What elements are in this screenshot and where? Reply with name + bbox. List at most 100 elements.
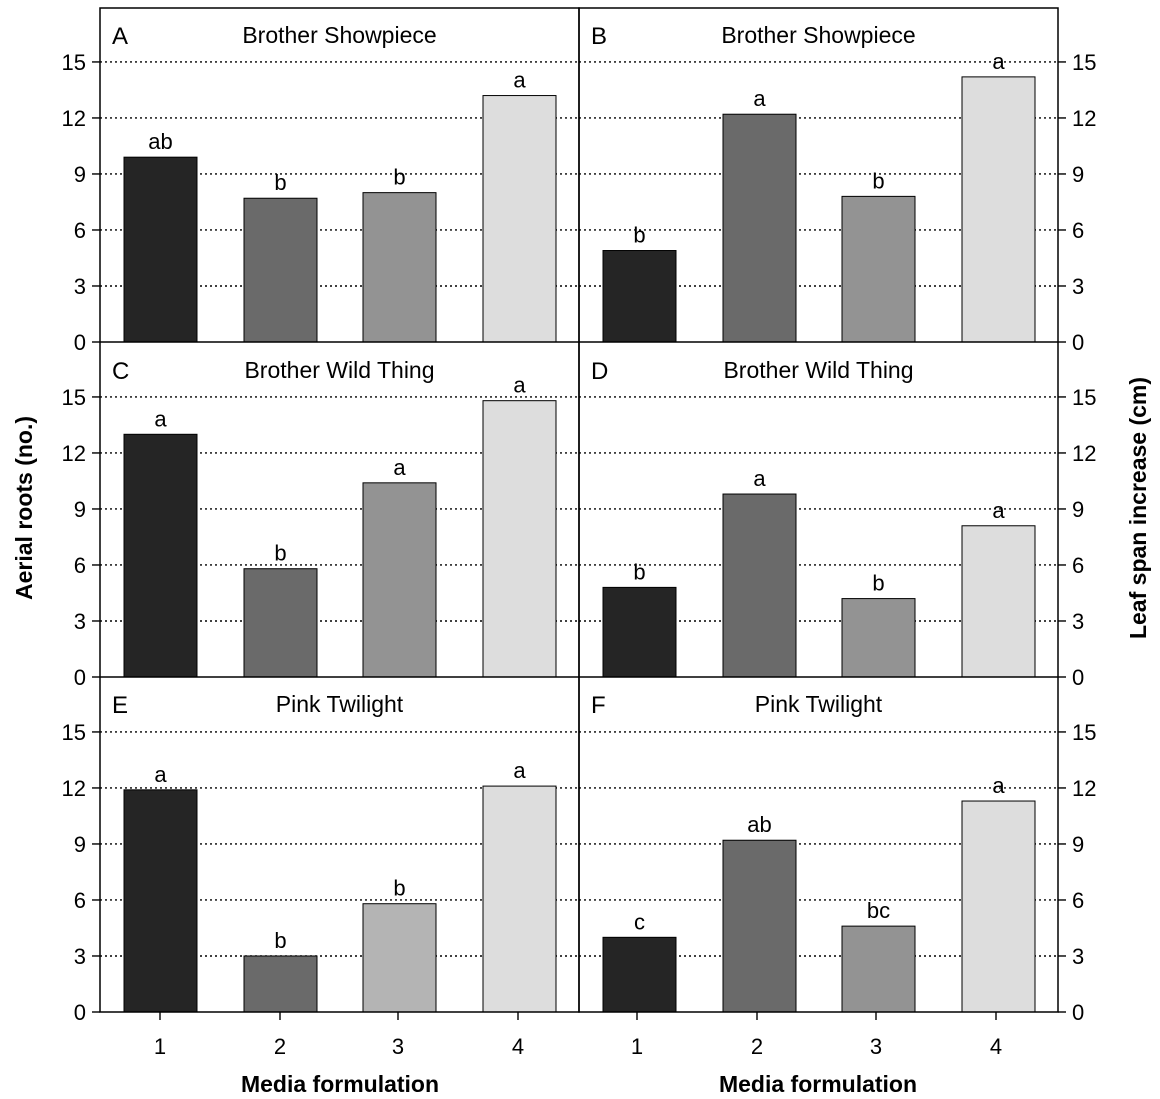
x-tick-label: 1 <box>154 1034 166 1059</box>
panel-title: Brother Showpiece <box>721 22 915 48</box>
y-tick-label: 12 <box>1072 776 1096 801</box>
y-tick-label: 12 <box>62 106 86 131</box>
panel-a: 0 3 6 9 12 15 ab b b a A Brother Showpiece <box>62 22 579 355</box>
bar-d-2 <box>722 493 797 678</box>
bar-b-3 <box>841 195 916 343</box>
panel-letter: F <box>591 692 606 719</box>
bar-b-4 <box>961 76 1036 343</box>
x-tick-label: 4 <box>512 1034 524 1059</box>
bar-d-1 <box>602 586 677 678</box>
x-axis-title-right: Media formulation <box>719 1071 917 1097</box>
y-tick-label: 3 <box>74 609 86 634</box>
y-tick-label: 0 <box>1072 665 1084 690</box>
panel-letter: C <box>112 358 129 385</box>
y-tick-label: 9 <box>1072 162 1084 187</box>
bar-a-4 <box>482 95 557 343</box>
significance-label: a <box>513 373 526 398</box>
y-axis-title-right: Leaf span increase (cm) <box>1125 377 1151 639</box>
significance-label: a <box>753 466 766 491</box>
panel-title: Brother Wild Thing <box>723 357 913 383</box>
panel-title: Brother Wild Thing <box>244 357 434 383</box>
y-tick-label: 15 <box>1072 385 1096 410</box>
significance-label: b <box>872 168 884 193</box>
bar-d-3 <box>841 598 916 678</box>
y-tick-label: 6 <box>74 888 86 913</box>
y-tick-label: 3 <box>1072 274 1084 299</box>
bar-b-1 <box>602 250 677 343</box>
bar-c-3 <box>362 482 437 678</box>
significance-label: a <box>393 455 406 480</box>
y-tick-label: 6 <box>1072 888 1084 913</box>
y-tick-label: 12 <box>62 776 86 801</box>
y-tick-label: 12 <box>1072 106 1096 131</box>
significance-label: b <box>633 559 645 584</box>
bar-b-2 <box>722 113 797 343</box>
y-tick-label: 3 <box>1072 944 1084 969</box>
x-tick-label: 1 <box>631 1034 643 1059</box>
x-tick-label: 2 <box>751 1034 763 1059</box>
significance-label: ab <box>148 129 172 154</box>
bar-e-2 <box>243 955 318 1013</box>
significance-label: a <box>753 86 766 111</box>
significance-label: b <box>393 165 405 190</box>
y-tick-label: 15 <box>62 50 86 75</box>
y-tick-label: 6 <box>74 553 86 578</box>
y-tick-label: 0 <box>1072 330 1084 355</box>
significance-label: a <box>154 406 167 431</box>
y-tick-label: 0 <box>74 1000 86 1025</box>
bar-f-3 <box>841 925 916 1013</box>
frame-layer <box>99 7 1059 1013</box>
bar-f-4 <box>961 800 1036 1013</box>
y-tick-label: 3 <box>74 944 86 969</box>
significance-label: b <box>274 170 286 195</box>
bar-c-2 <box>243 568 318 678</box>
panel-letter: D <box>591 358 608 385</box>
axes-layer: Aerial roots (no.) Leaf span increase (c… <box>11 377 1151 1097</box>
bar-c-1 <box>123 433 198 678</box>
bar-e-1 <box>123 789 198 1013</box>
y-tick-label: 6 <box>1072 218 1084 243</box>
significance-label: c <box>634 909 645 934</box>
panel-title: Pink Twilight <box>276 691 404 717</box>
x-tick-label: 4 <box>990 1034 1002 1059</box>
y-tick-label: 9 <box>74 832 86 857</box>
bar-f-2 <box>722 839 797 1013</box>
bar-d-4 <box>961 525 1036 678</box>
y-tick-label: 0 <box>1072 1000 1084 1025</box>
y-tick-label: 0 <box>74 330 86 355</box>
significance-label: b <box>633 223 645 248</box>
panel-title: Brother Showpiece <box>242 22 436 48</box>
bar-a-1 <box>123 156 198 343</box>
y-axis-title-left: Aerial roots (no.) <box>11 416 37 600</box>
bar-f-1 <box>602 936 677 1013</box>
y-tick-label: 6 <box>74 218 86 243</box>
y-tick-label: 15 <box>62 385 86 410</box>
y-tick-label: 12 <box>62 441 86 466</box>
y-tick-label: 12 <box>1072 441 1096 466</box>
y-tick-label: 9 <box>74 162 86 187</box>
significance-label: a <box>992 773 1005 798</box>
significance-label: b <box>274 541 286 566</box>
significance-label: b <box>872 571 884 596</box>
panel-letter: B <box>591 23 607 50</box>
significance-label: a <box>513 68 526 93</box>
y-tick-label: 15 <box>1072 720 1096 745</box>
x-tick-label: 3 <box>392 1034 404 1059</box>
y-tick-label: 9 <box>1072 497 1084 522</box>
panel-letter: A <box>112 23 128 50</box>
x-tick-label: 3 <box>870 1034 882 1059</box>
y-tick-label: 15 <box>62 720 86 745</box>
significance-label: a <box>513 758 526 783</box>
panel-d: 0 3 6 9 12 15 b a b a D Brother Wild Thing <box>579 357 1096 690</box>
significance-label: ab <box>747 812 771 837</box>
x-axis-title-left: Media formulation <box>241 1071 439 1097</box>
panel-b: 0 3 6 9 12 15 b a b a B Brother Showpiece <box>579 22 1096 355</box>
significance-label: a <box>154 762 167 787</box>
y-tick-label: 0 <box>74 665 86 690</box>
significance-label: a <box>992 49 1005 74</box>
